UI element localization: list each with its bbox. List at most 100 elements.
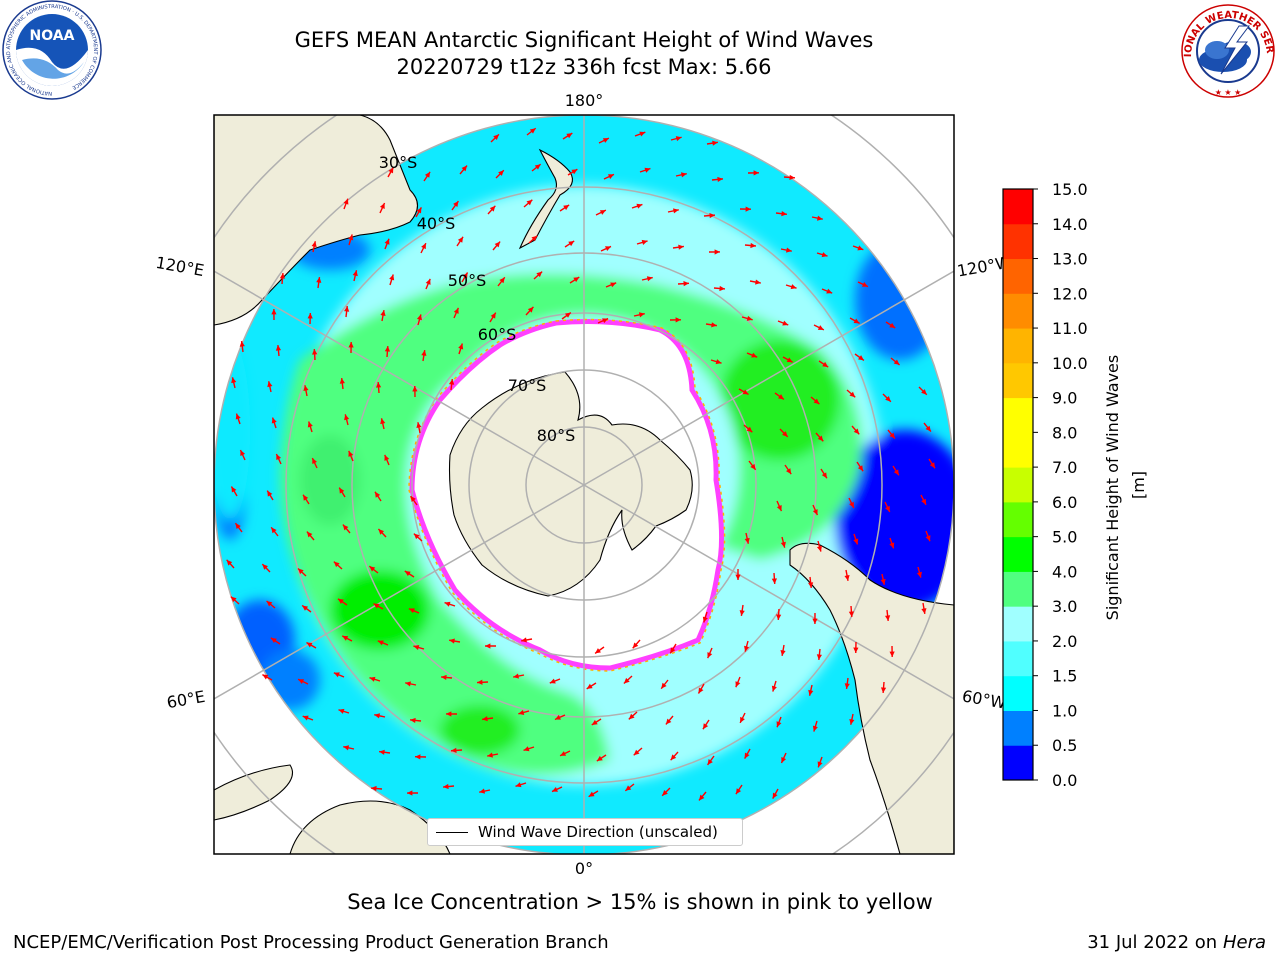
- wave-arrow-head: [389, 274, 395, 281]
- wave-arrow-head: [744, 645, 750, 652]
- wave-arrow-head: [415, 754, 421, 760]
- wave-arrow-head: [702, 723, 709, 730]
- wave-arrow-head: [623, 677, 630, 684]
- colorbar-segment: [1003, 745, 1033, 781]
- colorbar-tick-label: 10.0: [1052, 354, 1088, 373]
- south-america-landmass: [789, 542, 954, 854]
- wave-arrow-head: [276, 454, 282, 461]
- colorbar-tick-label: 14.0: [1052, 215, 1088, 234]
- wave-arrow-head: [921, 498, 926, 505]
- wave-arrow-head: [560, 751, 567, 756]
- colorbar-segment: [1003, 397, 1033, 433]
- wave-arrow-head: [339, 487, 345, 494]
- noaa-logo-text: NOAA: [30, 28, 75, 44]
- lat-label-40s: 40°S: [417, 214, 456, 233]
- wave-arrow-head: [333, 672, 340, 678]
- wave-arrow-head: [275, 345, 282, 351]
- wave-arrow-head: [343, 198, 349, 205]
- colorbar-frame: [1002, 188, 1034, 781]
- colorbar-tick-label: 5.0: [1052, 528, 1077, 547]
- wave-arrow-head: [279, 273, 286, 279]
- colorbar-label-line2: [m]: [1129, 471, 1148, 499]
- wave-arrow-head: [527, 306, 534, 313]
- wave-arrow-head: [670, 754, 677, 761]
- wave-arrow-head: [665, 718, 672, 725]
- wave-arrow-head: [421, 350, 427, 356]
- wave-arrow-head: [344, 306, 350, 312]
- lon-label-180: 180°: [565, 91, 604, 110]
- wave-arrow-head: [610, 282, 617, 288]
- wave-arrow-head: [853, 428, 860, 435]
- wave-arrow-head: [755, 279, 761, 285]
- wave-arrow-head: [822, 361, 829, 368]
- wave-arrow-head: [348, 450, 354, 457]
- colorbar-segment: [1003, 362, 1033, 399]
- footer-credit: NCEP/EMC/Verification Post Processing Pr…: [13, 932, 609, 953]
- wave-arrow-head: [646, 276, 653, 282]
- wave-arrow-head: [812, 509, 818, 516]
- wave-arrow-head: [745, 206, 751, 212]
- wave-arrow-head: [916, 571, 922, 578]
- wave-arrow-head: [641, 239, 648, 245]
- wave-arrow-head: [638, 312, 645, 318]
- colorbar-tick-label: 6.0: [1052, 493, 1077, 512]
- wave-arrow-head: [849, 718, 855, 725]
- colorbar-segment: [1003, 606, 1033, 642]
- wave-arrow-head: [270, 637, 277, 644]
- wave-arrow-head: [513, 673, 520, 679]
- wave-arrow-head: [521, 637, 527, 643]
- colorbar-label-line1: Significant Height of Wind Waves: [1103, 355, 1122, 621]
- wave-arrow-head: [453, 201, 459, 207]
- wave-arrow-head: [499, 277, 505, 284]
- wave-arrow-head: [744, 537, 750, 544]
- wave-arrow-head: [586, 683, 593, 689]
- wave-arrow-head: [672, 208, 679, 214]
- wave-arrow-head: [750, 463, 756, 470]
- wave-arrow-head: [298, 679, 305, 684]
- wave-arrow-head: [566, 133, 573, 139]
- wave-arrow-head: [885, 396, 891, 402]
- wave-arrow-head: [750, 242, 756, 249]
- wave-arrow-head: [444, 601, 451, 607]
- wave-arrow-head: [306, 642, 313, 648]
- wave-arrow-head: [858, 355, 864, 361]
- wave-arrow-head: [889, 322, 896, 328]
- wave-arrow-head: [780, 650, 786, 656]
- wave-arrow-head: [231, 377, 237, 384]
- wave-arrow-head: [816, 545, 822, 552]
- wave-arrow-head: [633, 749, 640, 756]
- wave-arrow-head: [744, 752, 750, 759]
- wave-arrow-head: [573, 277, 580, 283]
- wave-arrow-head: [675, 136, 682, 142]
- lat-label-30s: 30°S: [379, 153, 418, 172]
- wave-arrow-head: [786, 357, 793, 363]
- wave-arrow-head: [816, 215, 823, 221]
- wave-arrow-head: [307, 421, 313, 428]
- wave-arrow-head: [782, 431, 788, 437]
- wave-arrow-head: [636, 203, 643, 209]
- wave-arrow-head: [240, 449, 246, 456]
- wave-arrow-head: [812, 618, 818, 624]
- nws-logo-icon: NATIONAL WEATHER SERVICE ★ ★ ★: [1177, 2, 1275, 98]
- colorbar-tick-label: 2.0: [1052, 632, 1077, 651]
- wave-arrow-head: [789, 174, 795, 181]
- wave-arrow-head: [384, 454, 390, 461]
- colorbar-segment: [1003, 223, 1033, 260]
- wave-arrow-head: [771, 685, 777, 692]
- wave-arrow-head: [746, 426, 753, 433]
- wave-arrow-head: [312, 349, 318, 355]
- wave-arrow-head: [848, 611, 855, 617]
- lon-label-60w: 60°W: [961, 686, 1008, 712]
- wave-arrow-head: [380, 310, 386, 316]
- wave-arrow-head: [711, 322, 717, 328]
- wave-arrow-head: [735, 788, 742, 795]
- wave-arrow-head: [306, 531, 313, 538]
- wave-arrow-head: [339, 378, 345, 384]
- wave-arrow-head: [449, 379, 455, 385]
- wave-arrow-head: [239, 341, 245, 347]
- wave-arrow-head: [778, 394, 784, 400]
- legend-line-swatch: [436, 831, 468, 833]
- footer-date: 31 Jul 2022 on Hera: [1087, 932, 1266, 953]
- wave-arrow-head: [893, 359, 900, 365]
